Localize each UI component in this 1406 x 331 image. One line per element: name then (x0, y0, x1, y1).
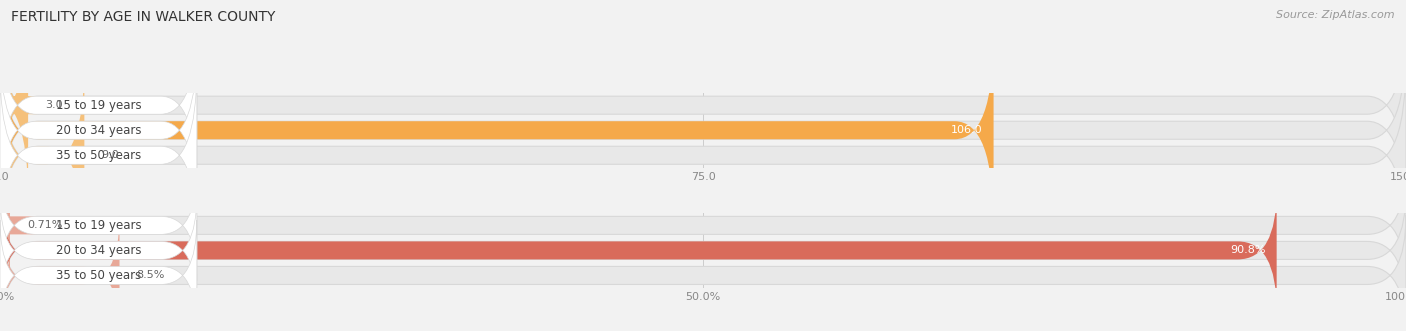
FancyBboxPatch shape (0, 60, 84, 250)
FancyBboxPatch shape (0, 170, 197, 281)
Text: FERTILITY BY AGE IN WALKER COUNTY: FERTILITY BY AGE IN WALKER COUNTY (11, 10, 276, 24)
FancyBboxPatch shape (0, 215, 120, 331)
Text: 15 to 19 years: 15 to 19 years (56, 219, 141, 232)
Text: Source: ZipAtlas.com: Source: ZipAtlas.com (1277, 10, 1395, 20)
FancyBboxPatch shape (0, 165, 39, 286)
Text: 20 to 34 years: 20 to 34 years (56, 124, 141, 137)
FancyBboxPatch shape (0, 10, 1406, 200)
FancyBboxPatch shape (0, 190, 1277, 311)
Text: 15 to 19 years: 15 to 19 years (56, 99, 141, 112)
FancyBboxPatch shape (0, 68, 197, 243)
Text: 35 to 50 years: 35 to 50 years (56, 149, 141, 162)
Text: 8.5%: 8.5% (136, 270, 165, 280)
FancyBboxPatch shape (0, 195, 197, 306)
Text: 35 to 50 years: 35 to 50 years (56, 269, 141, 282)
Text: 90.8%: 90.8% (1230, 245, 1265, 256)
FancyBboxPatch shape (0, 220, 197, 331)
FancyBboxPatch shape (0, 18, 197, 193)
FancyBboxPatch shape (0, 190, 1406, 311)
FancyBboxPatch shape (0, 35, 994, 225)
FancyBboxPatch shape (0, 215, 1406, 331)
Text: 3.0: 3.0 (45, 100, 63, 110)
FancyBboxPatch shape (0, 35, 1406, 225)
Text: 9.0: 9.0 (101, 150, 120, 160)
Text: 20 to 34 years: 20 to 34 years (56, 244, 141, 257)
Text: 0.71%: 0.71% (27, 220, 62, 230)
FancyBboxPatch shape (0, 60, 1406, 250)
FancyBboxPatch shape (0, 43, 197, 218)
FancyBboxPatch shape (0, 165, 1406, 286)
FancyBboxPatch shape (0, 10, 39, 200)
Text: 106.0: 106.0 (950, 125, 983, 135)
